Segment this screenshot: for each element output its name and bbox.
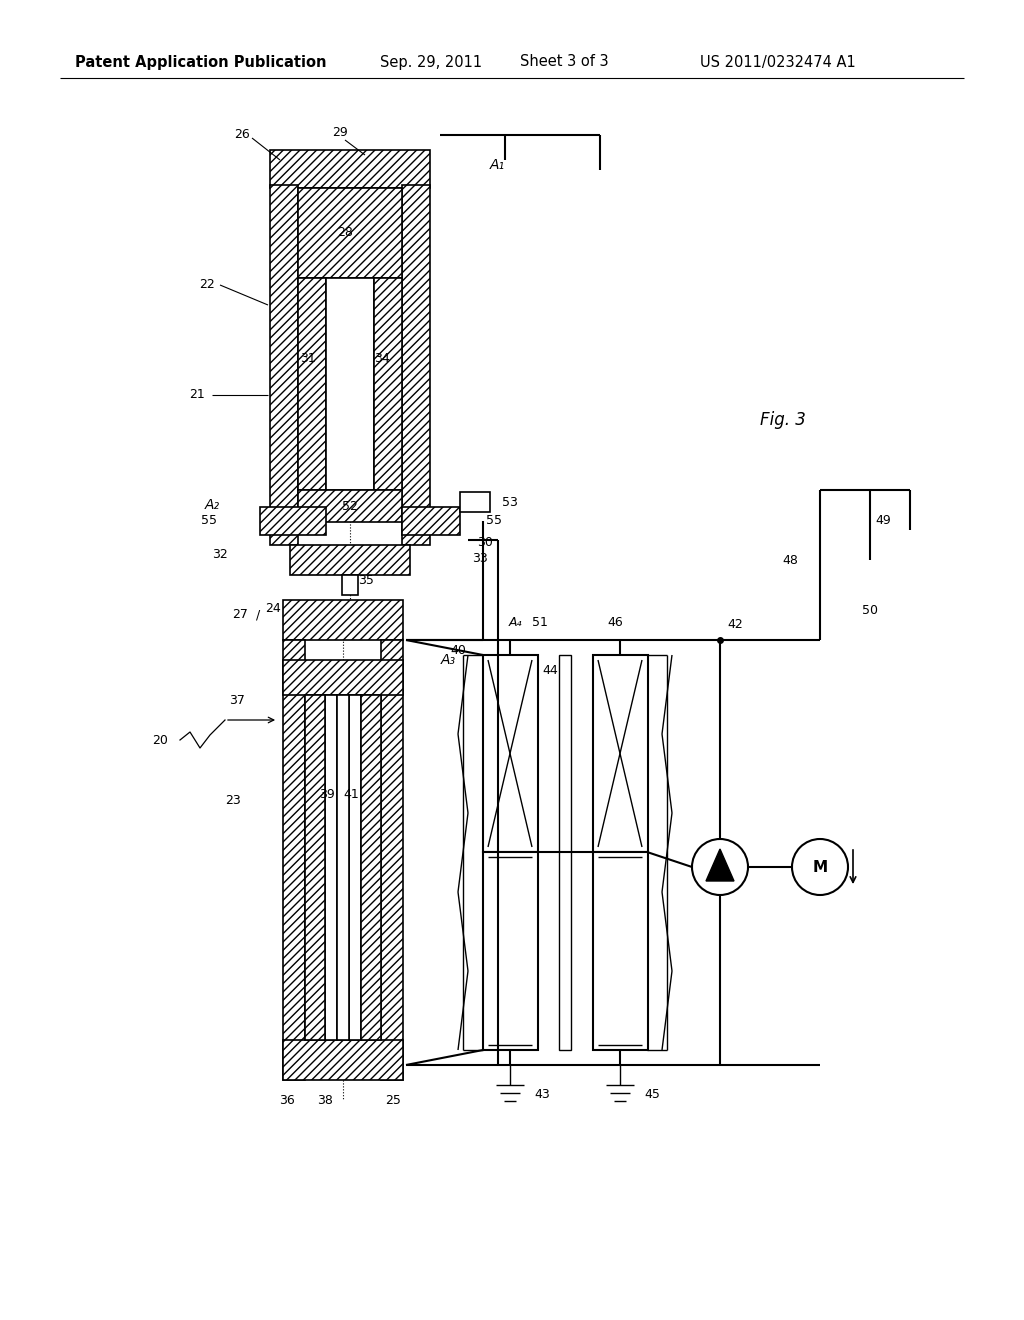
Text: 28: 28: [337, 227, 353, 239]
Text: 45: 45: [644, 1089, 659, 1101]
Text: 25: 25: [385, 1093, 401, 1106]
Text: 43: 43: [535, 1089, 550, 1101]
Bar: [337, 696, 349, 1040]
Text: Sep. 29, 2011: Sep. 29, 2011: [380, 54, 482, 70]
Bar: [298, 187, 402, 279]
Text: 21: 21: [189, 388, 205, 401]
Text: 20: 20: [152, 734, 168, 747]
Bar: [593, 851, 648, 1049]
Bar: [283, 640, 305, 1080]
Bar: [483, 655, 538, 851]
Text: 44: 44: [542, 664, 558, 676]
Text: 46: 46: [607, 615, 623, 628]
Text: 35: 35: [358, 573, 374, 586]
Bar: [325, 696, 337, 1040]
Text: 34: 34: [374, 351, 390, 364]
Text: A₃: A₃: [440, 653, 456, 667]
Bar: [342, 576, 358, 595]
Text: 29: 29: [332, 127, 348, 140]
Text: 30: 30: [477, 536, 493, 549]
Text: 22: 22: [200, 279, 215, 292]
Bar: [305, 696, 325, 1040]
Text: 32: 32: [212, 549, 228, 561]
Bar: [381, 640, 403, 1080]
Text: A₂: A₂: [205, 498, 220, 512]
Text: 42: 42: [727, 619, 742, 631]
Text: Sheet 3 of 3: Sheet 3 of 3: [520, 54, 608, 70]
Bar: [283, 601, 403, 640]
Text: 39: 39: [319, 788, 335, 801]
Text: 24: 24: [265, 602, 281, 615]
Text: 23: 23: [225, 793, 241, 807]
Bar: [374, 279, 402, 490]
Text: 40: 40: [451, 644, 466, 656]
Bar: [593, 655, 648, 851]
Text: 52: 52: [342, 499, 358, 512]
Text: 51: 51: [532, 615, 548, 628]
Text: 50: 50: [862, 603, 878, 616]
Bar: [298, 490, 402, 521]
Bar: [283, 1040, 403, 1080]
Text: US 2011/0232474 A1: US 2011/0232474 A1: [700, 54, 856, 70]
Text: A₄: A₄: [508, 615, 522, 628]
Text: 27: 27: [232, 609, 248, 622]
Bar: [290, 545, 410, 576]
Bar: [298, 279, 326, 490]
Bar: [361, 696, 381, 1040]
Bar: [460, 492, 490, 512]
Text: 53: 53: [502, 495, 518, 508]
Bar: [270, 150, 430, 187]
Bar: [349, 696, 361, 1040]
Text: M: M: [812, 859, 827, 874]
Bar: [483, 851, 538, 1049]
Text: A₁: A₁: [490, 158, 505, 172]
Bar: [402, 185, 430, 545]
Text: 26: 26: [234, 128, 250, 141]
Text: 49: 49: [874, 513, 891, 527]
Text: 31: 31: [300, 351, 315, 364]
Bar: [559, 655, 571, 1049]
Text: 37: 37: [229, 693, 245, 706]
Polygon shape: [706, 849, 734, 880]
Text: 55: 55: [486, 515, 502, 528]
Text: 36: 36: [280, 1093, 295, 1106]
Bar: [402, 507, 460, 535]
Text: 48: 48: [782, 553, 798, 566]
Bar: [283, 660, 403, 696]
Text: 55: 55: [201, 515, 217, 528]
Bar: [326, 279, 374, 490]
Text: Patent Application Publication: Patent Application Publication: [75, 54, 327, 70]
Text: 38: 38: [317, 1093, 333, 1106]
Text: 41: 41: [343, 788, 358, 801]
Bar: [260, 507, 326, 535]
Text: 33: 33: [472, 553, 487, 565]
Text: Fig. 3: Fig. 3: [760, 411, 806, 429]
Bar: [270, 185, 298, 545]
Text: /: /: [256, 609, 260, 622]
